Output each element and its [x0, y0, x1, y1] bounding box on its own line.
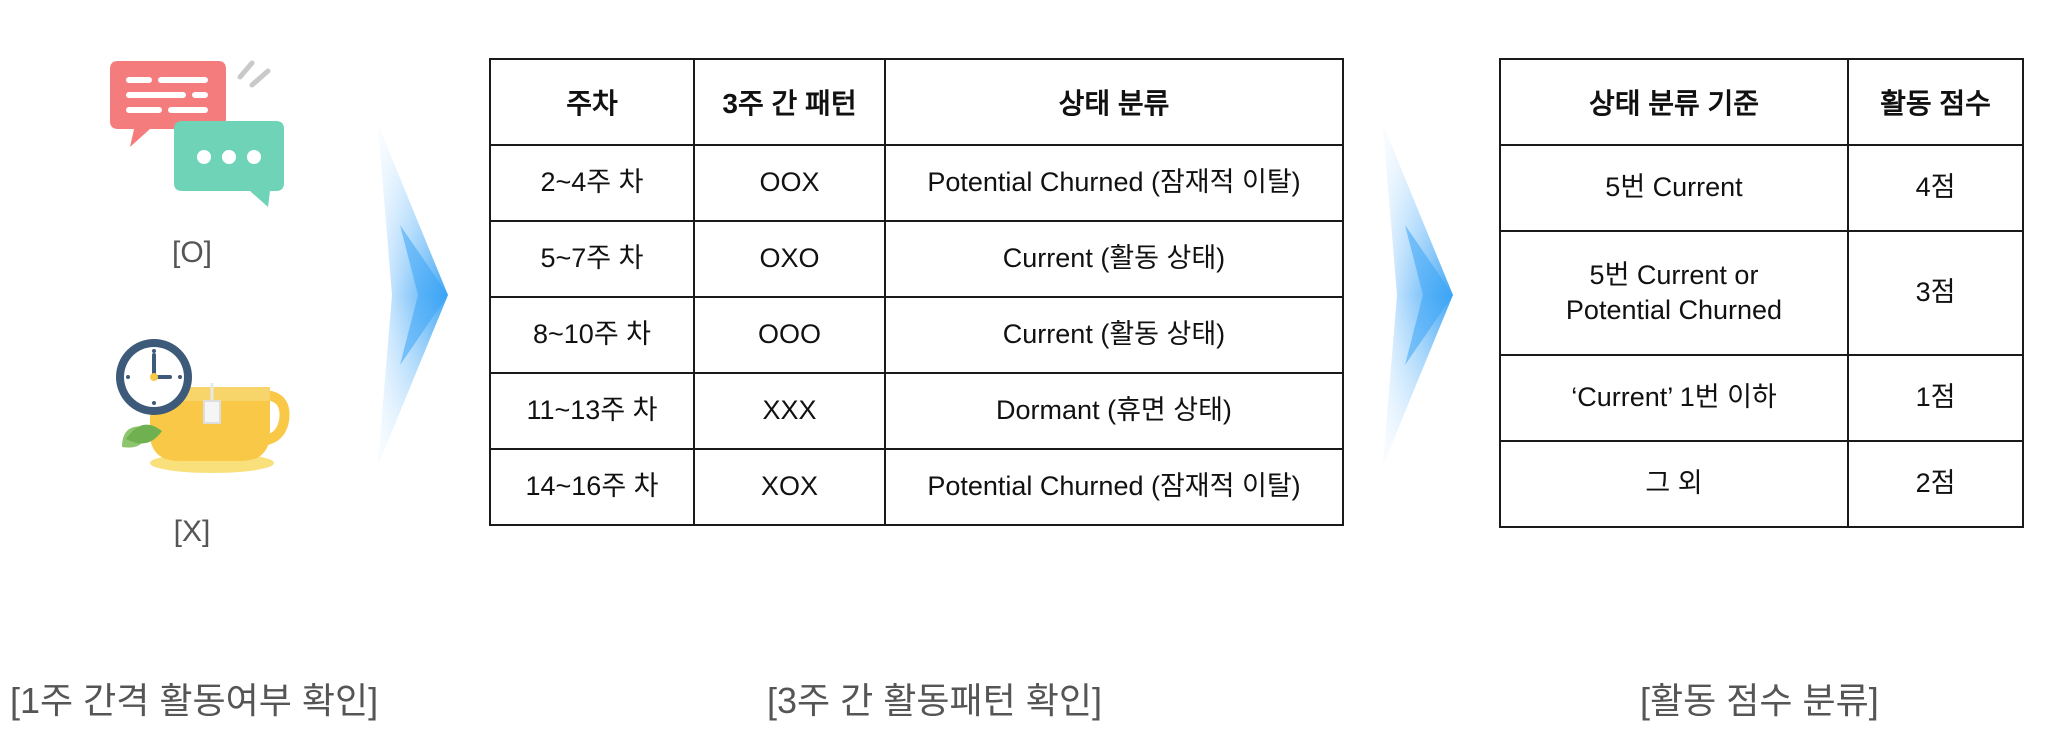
table-row: 5~7주 차 OXO Current (활동 상태) — [489, 220, 1344, 298]
cell-week: 2~4주 차 — [489, 144, 695, 222]
table-row: ‘Current’ 1번 이하 1점 — [1499, 354, 2024, 442]
score-table-header-row: 상태 분류 기준 활동 점수 — [1499, 58, 2024, 146]
step1-caption: [1주 간격 활동여부 확인] — [10, 680, 379, 721]
table-row: 14~16주 차 XOX Potential Churned (잠재적 이탈) — [489, 448, 1344, 526]
cell-pattern: OOO — [693, 296, 886, 374]
cell-week: 8~10주 차 — [489, 296, 695, 374]
cell-criteria: 5번 Current — [1499, 144, 1849, 232]
tea-cup-clock-icon — [116, 339, 290, 473]
header-week: 주차 — [489, 58, 695, 146]
cell-score: 2점 — [1847, 440, 2024, 528]
step2-caption: [3주 간 활동패턴 확인] — [767, 680, 1102, 721]
table-row: 11~13주 차 XXX Dormant (휴면 상태) — [489, 372, 1344, 450]
chat-bubbles-icon — [110, 60, 284, 207]
cell-score: 3점 — [1847, 230, 2024, 356]
cell-status: Current (활동 상태) — [884, 220, 1344, 298]
cell-status: Potential Churned (잠재적 이탈) — [884, 448, 1344, 526]
cell-criteria: 5번 Current or Potential Churned — [1499, 230, 1849, 356]
table-row: 5번 Current or Potential Churned 3점 — [1499, 230, 2024, 356]
cell-status: Current (활동 상태) — [884, 296, 1344, 374]
header-status: 상태 분류 — [884, 58, 1344, 146]
table-row: 8~10주 차 OOO Current (활동 상태) — [489, 296, 1344, 374]
pattern-table-header-row: 주차 3주 간 패턴 상태 분류 — [489, 58, 1344, 146]
header-criteria: 상태 분류 기준 — [1499, 58, 1849, 146]
cell-pattern: XXX — [693, 372, 886, 450]
cell-score: 4점 — [1847, 144, 2024, 232]
cell-pattern: XOX — [693, 448, 886, 526]
header-pattern: 3주 간 패턴 — [693, 58, 886, 146]
table-row: 그 외 2점 — [1499, 440, 2024, 528]
table-row: 5번 Current 4점 — [1499, 144, 2024, 232]
icon-o-label: [O] — [171, 236, 212, 269]
cell-criteria: ‘Current’ 1번 이하 — [1499, 354, 1849, 442]
cell-week: 14~16주 차 — [489, 448, 695, 526]
cell-score: 1점 — [1847, 354, 2024, 442]
cell-pattern: OOX — [693, 144, 886, 222]
table-row: 2~4주 차 OOX Potential Churned (잠재적 이탈) — [489, 144, 1344, 222]
cell-pattern: OXO — [693, 220, 886, 298]
chevron-right-icon — [1383, 125, 1453, 465]
header-score: 활동 점수 — [1847, 58, 2024, 146]
cell-status: Dormant (휴면 상태) — [884, 372, 1344, 450]
icon-x-label: [X] — [173, 515, 211, 548]
pattern-table: 주차 3주 간 패턴 상태 분류 2~4주 차 OOX Potential Ch… — [489, 58, 1344, 526]
cell-status: Potential Churned (잠재적 이탈) — [884, 144, 1344, 222]
cell-week: 11~13주 차 — [489, 372, 695, 450]
score-table: 상태 분류 기준 활동 점수 5번 Current 4점 5번 Current … — [1499, 58, 2024, 528]
cell-criteria: 그 외 — [1499, 440, 1849, 528]
cell-week: 5~7주 차 — [489, 220, 695, 298]
chevron-right-icon — [378, 125, 448, 465]
step3-caption: [활동 점수 분류] — [1640, 680, 1879, 721]
